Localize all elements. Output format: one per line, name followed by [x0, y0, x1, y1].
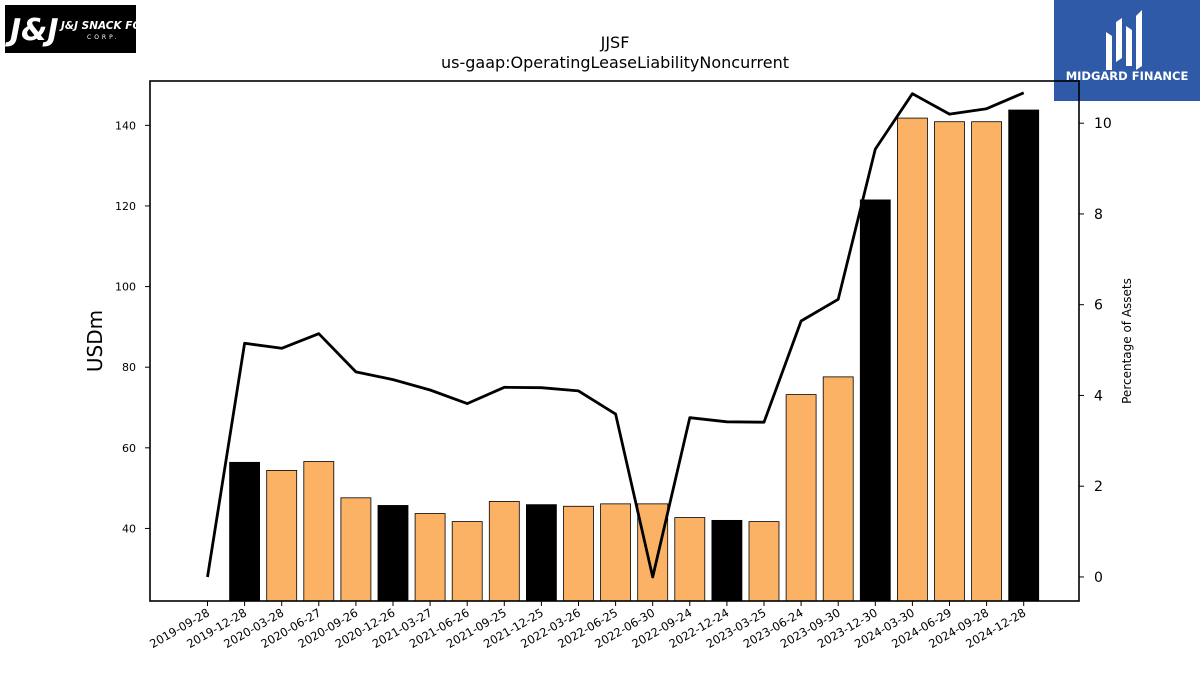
- bar-2024-09-28: [971, 121, 1002, 602]
- svg-text:J&J: J&J: [5, 13, 59, 48]
- y-left-tick-label: 100: [115, 281, 136, 294]
- bar-2020-03-28: [266, 469, 298, 602]
- bar-2023-06-24: [785, 394, 817, 602]
- bar-2020-09-26: [340, 497, 372, 602]
- bar-2022-03-26: [563, 505, 594, 602]
- y-left-tick-label: 60: [122, 442, 136, 455]
- y-axis-right: 0 2 4 6 8 10: [1079, 116, 1112, 586]
- bar-2024-12-28: [1008, 109, 1040, 602]
- bar-2020-12-26: [377, 505, 409, 602]
- bar-2024-03-30: [897, 117, 928, 602]
- plot-frame: [149, 80, 1080, 602]
- chart-title: JJSF: [600, 33, 630, 52]
- bar-2023-03-25: [748, 521, 780, 602]
- bar-series: [229, 109, 1040, 602]
- bar-2019-12-28: [229, 461, 261, 602]
- line-series: [206, 91, 1025, 579]
- bar-2023-12-30: [859, 199, 891, 602]
- bar-2021-12-25: [526, 504, 557, 602]
- y-right-tick-label: 2: [1094, 479, 1103, 495]
- bar-2022-06-30: [637, 503, 669, 602]
- y-axis-left-label: USDm: [83, 310, 107, 372]
- line-percentage-of-assets: [206, 91, 1025, 579]
- bar-2024-06-29: [934, 121, 965, 602]
- bar-2021-06-26: [451, 521, 483, 602]
- logo-right-wordmark: MIDGARD FINANCE: [1066, 69, 1189, 83]
- y-left-tick-label: 120: [115, 200, 136, 213]
- y-axis-left: 40 60 80 100 120 140: [115, 119, 150, 535]
- y-right-tick-label: 6: [1094, 298, 1103, 314]
- logo-left-sub: CORP.: [87, 34, 120, 41]
- y-left-tick-label: 40: [122, 522, 136, 535]
- y-right-tick-label: 4: [1094, 388, 1103, 404]
- bar-2022-06-25: [600, 503, 631, 602]
- chart-subtitle: us-gaap:OperatingLeaseLiabilityNoncurren…: [441, 53, 789, 72]
- y-left-tick-label: 80: [122, 361, 136, 374]
- bar-2023-09-30: [822, 376, 854, 602]
- x-axis: 2019-09-282019-12-282020-03-282020-06-27…: [147, 601, 1028, 651]
- bar-2022-12-24: [711, 519, 743, 602]
- y-left-tick-label: 140: [115, 119, 136, 132]
- bar-2020-06-27: [303, 461, 335, 602]
- bar-2022-09-24: [674, 517, 706, 602]
- bar-2021-03-27: [414, 513, 446, 602]
- bar-2021-09-25: [488, 501, 520, 602]
- y-right-tick-label: 0: [1094, 570, 1103, 586]
- y-right-tick-label: 10: [1094, 116, 1112, 132]
- y-axis-right-label: Percentage of Assets: [1120, 278, 1134, 404]
- jj-snack-foods-logo: J&J J&J SNACK FOODS CORP.: [5, 5, 167, 53]
- y-right-tick-label: 8: [1094, 207, 1103, 223]
